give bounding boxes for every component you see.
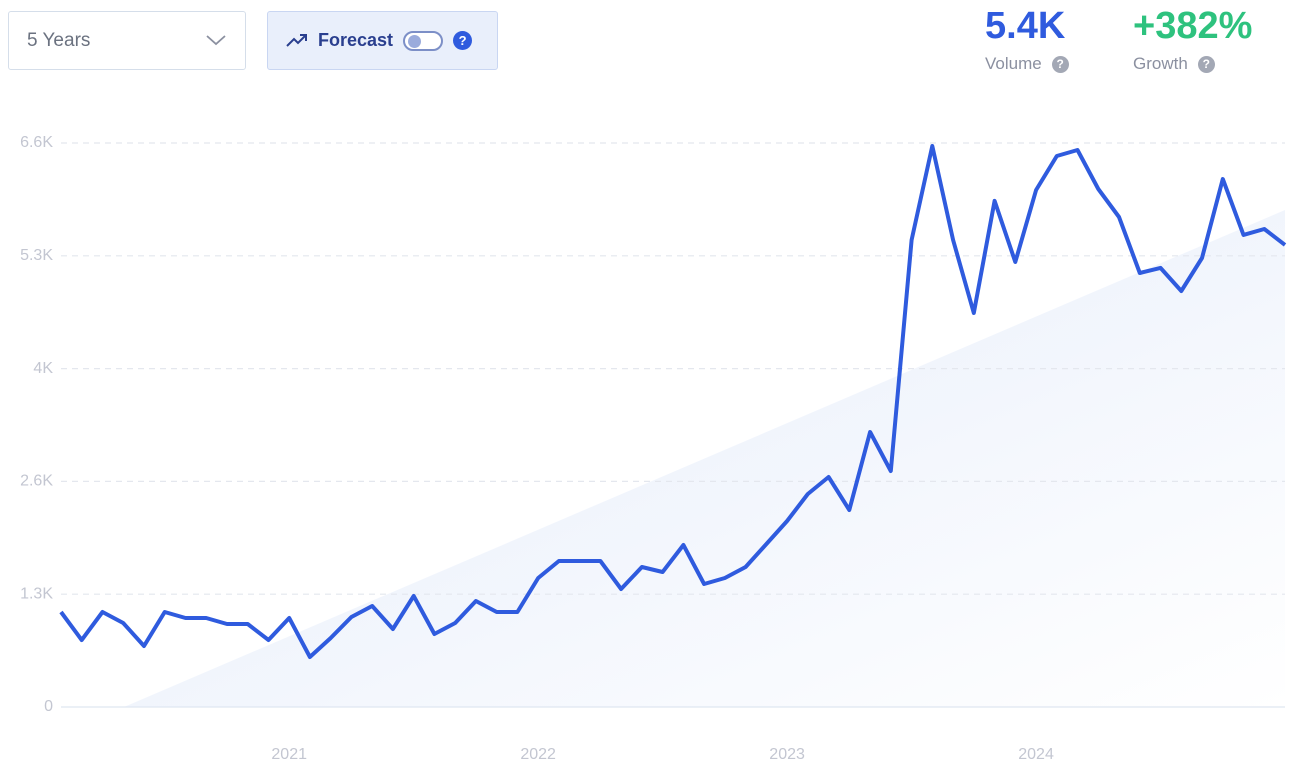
y-tick-label: 0 [44,698,53,715]
volume-stat: 5.4K Volume? [985,4,1069,74]
y-tick-label: 5.3K [20,247,53,264]
forecast-toggle[interactable] [403,30,444,51]
growth-label: Growth [1133,54,1188,73]
forecast-label: Forecast [318,30,394,50]
growth-stat: +382% Growth? [1133,4,1252,74]
trend-area [124,210,1285,707]
help-icon[interactable]: ? [453,31,473,50]
help-icon[interactable]: ? [1197,55,1215,73]
chevron [206,35,226,46]
x-tick-label: 2021 [271,746,307,763]
trend-icon [286,33,307,47]
x-tick-label: 2022 [520,746,556,763]
growth-value: +382% [1133,5,1253,47]
y-tick-label: 1.3K [20,585,53,602]
range-dropdown[interactable]: 5 Years [8,11,246,70]
range-label: 5 Years [27,29,91,51]
help-icon[interactable]: ? [1051,55,1069,73]
y-tick-label: 2.6K [20,473,53,490]
volume-label: Volume [985,54,1042,73]
volume-value: 5.4K [985,5,1066,47]
y-tick-label: 4K [33,360,53,377]
y-tick-label: 6.6K [20,134,53,151]
forecast-button[interactable]: Forecast ? [267,11,498,70]
x-tick-label: 2023 [769,746,805,763]
x-tick-label: 2024 [1018,746,1054,763]
line [59,144,1287,659]
